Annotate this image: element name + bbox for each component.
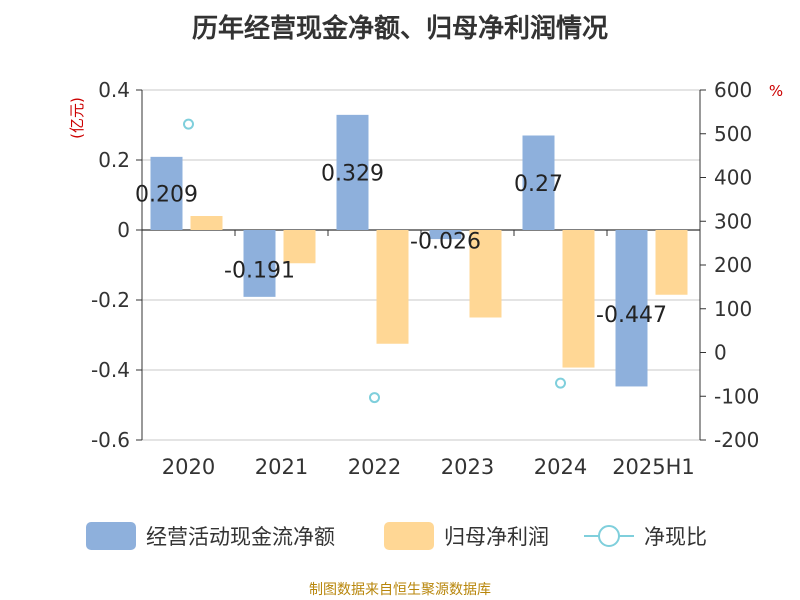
x-tick-label: 2021 [255, 455, 308, 479]
data-label: 0.27 [514, 172, 563, 197]
y-right-tick-label: 300 [714, 209, 752, 233]
y-right-tick-label: 0 [714, 341, 727, 365]
y-right-axis-title: % [769, 82, 783, 100]
chart-title: 历年经营现金净额、归母净利润情况 [191, 14, 608, 44]
y-left-tick-label: -0.2 [91, 288, 130, 312]
legend-label-net-profit: 归母净利润 [444, 525, 549, 549]
y-right-tick-label: 500 [714, 122, 752, 146]
legend-label-cash-flow: 经营活动现金流净额 [146, 525, 335, 549]
bar-net-profit [376, 230, 409, 344]
data-label: -0.191 [224, 258, 295, 283]
y-right-tick-label: 400 [714, 166, 752, 190]
source-note: 制图数据来自恒生聚源数据库 [309, 582, 491, 598]
legend-swatch-net-profit [384, 522, 434, 550]
bar-cash-flow [243, 230, 276, 297]
bar-cash-flow [522, 135, 555, 230]
x-tick-label: 2025H1 [612, 455, 695, 479]
data-label: 0.209 [135, 182, 198, 207]
bar-cash-flow [336, 114, 369, 230]
y-right-tick-label: 200 [714, 253, 752, 277]
bar-cash-flow [615, 230, 648, 387]
legend-marker-ratio [584, 522, 634, 550]
chart-legend: 经营活动现金流净额 归母净利润 净现比 [0, 518, 800, 554]
x-tick-label: 2023 [441, 455, 494, 479]
y-left-tick-label: 0 [117, 218, 130, 242]
legend-label-ratio: 净现比 [644, 525, 707, 549]
legend-item-net-profit[interactable]: 归母净利润 [384, 518, 549, 554]
x-tick-label: 2020 [162, 455, 215, 479]
bar-net-profit [190, 216, 223, 230]
legend-swatch-cash-flow [86, 522, 136, 550]
y-left-tick-label: -0.4 [91, 358, 130, 382]
legend-item-cash-flow[interactable]: 经营活动现金流净额 [86, 518, 335, 554]
y-left-tick-label: -0.6 [91, 428, 130, 452]
y-left-tick-label: 0.4 [98, 78, 130, 102]
bar-net-profit [469, 230, 502, 318]
y-right-tick-label: -200 [714, 428, 759, 452]
y-left-axis-title: (亿元) [68, 97, 86, 139]
y-right-tick-label: 600 [714, 78, 752, 102]
bar-cash-flow [150, 156, 183, 230]
y-right-tick-label: -100 [714, 384, 759, 408]
y-left-tick-label: 0.2 [98, 148, 130, 172]
data-label: -0.026 [410, 230, 481, 255]
legend-item-ratio[interactable]: 净现比 [584, 518, 707, 554]
bar-net-profit [562, 230, 595, 368]
ratio-point [183, 118, 194, 130]
bar-net-profit [283, 230, 316, 264]
data-label: 0.329 [321, 161, 384, 186]
y-right-tick-label: 100 [714, 297, 752, 321]
data-label: -0.447 [596, 303, 667, 328]
ratio-point [369, 392, 380, 404]
bar-cash-flow [429, 230, 462, 240]
bar-net-profit [655, 230, 688, 295]
ratio-point [555, 377, 566, 389]
x-tick-label: 2022 [348, 455, 401, 479]
x-tick-label: 2024 [534, 455, 587, 479]
